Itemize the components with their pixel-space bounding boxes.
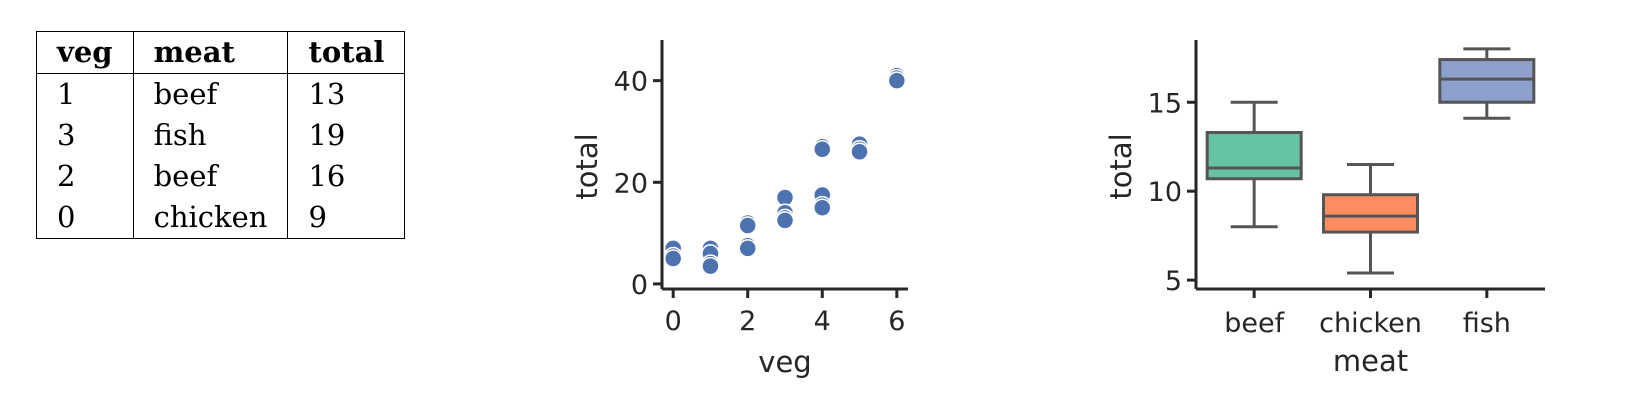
scatter-point: [813, 198, 832, 217]
x-tick-label: 6: [888, 306, 905, 337]
x-tick-label: beef: [1224, 308, 1285, 339]
y-tick-label: 0: [631, 270, 648, 301]
x-tick-label: 2: [739, 306, 756, 337]
table-cell: beef: [132, 156, 289, 197]
table-row: 2 beef 16: [36, 156, 406, 197]
table-row: 3 fish 19: [36, 115, 406, 156]
data-table: veg meat total 1 beef 13 3 fish 19 2 bee…: [36, 31, 406, 239]
x-tick-label: fish: [1463, 308, 1511, 339]
table-cell: 1: [36, 73, 134, 115]
table-row: 0 chicken 9: [36, 197, 406, 239]
table-cell: 16: [287, 156, 406, 197]
y-tick-label: 10: [1148, 177, 1182, 208]
x-axis-label: veg: [758, 345, 811, 379]
scatter-point: [813, 140, 832, 159]
table-cell: beef: [132, 73, 289, 115]
scatter-point: [887, 71, 907, 90]
scatter-point: [850, 142, 869, 162]
x-tick-label: chicken: [1319, 308, 1422, 339]
table-header-row: veg meat total: [36, 31, 406, 74]
scatter-point: [701, 256, 720, 276]
column-header: veg: [36, 31, 134, 74]
column-header: meat: [132, 31, 289, 74]
data-table-container: veg meat total 1 beef 13 3 fish 19 2 bee…: [36, 31, 406, 239]
box-body: [1438, 58, 1536, 104]
box-chart: 5 10 15 beef chicken fish meat total: [1104, 40, 1545, 378]
box-body: [1205, 130, 1303, 181]
column-header: total: [287, 31, 406, 74]
scatter-point: [775, 211, 795, 230]
scatter-point: [775, 188, 795, 207]
x-axis-label: meat: [1333, 344, 1408, 378]
table-row: 1 beef 13: [36, 73, 406, 115]
y-tick-label: 15: [1148, 88, 1182, 119]
scatter-point: [738, 216, 757, 235]
y-axis-label: total: [1104, 133, 1138, 199]
box-body: [1322, 193, 1419, 234]
scatter-chart: 0 20 40 0 2 4 6 veg total: [570, 40, 908, 379]
y-axis-label: total: [570, 133, 604, 199]
y-tick-label: 20: [614, 168, 648, 199]
table-cell: chicken: [132, 197, 289, 239]
y-tick-label: 5: [1165, 266, 1182, 297]
table-cell: fish: [132, 115, 289, 156]
table-cell: 19: [287, 115, 406, 156]
scatter-point: [663, 249, 683, 268]
scatter-point: [738, 239, 757, 258]
table-cell: 9: [287, 197, 406, 239]
table-cell: 2: [36, 156, 134, 197]
x-tick-label: 0: [665, 306, 682, 337]
table-cell: 0: [36, 197, 134, 239]
table-cell: 13: [287, 73, 406, 115]
y-tick-label: 40: [614, 67, 648, 98]
x-tick-label: 4: [814, 306, 831, 337]
